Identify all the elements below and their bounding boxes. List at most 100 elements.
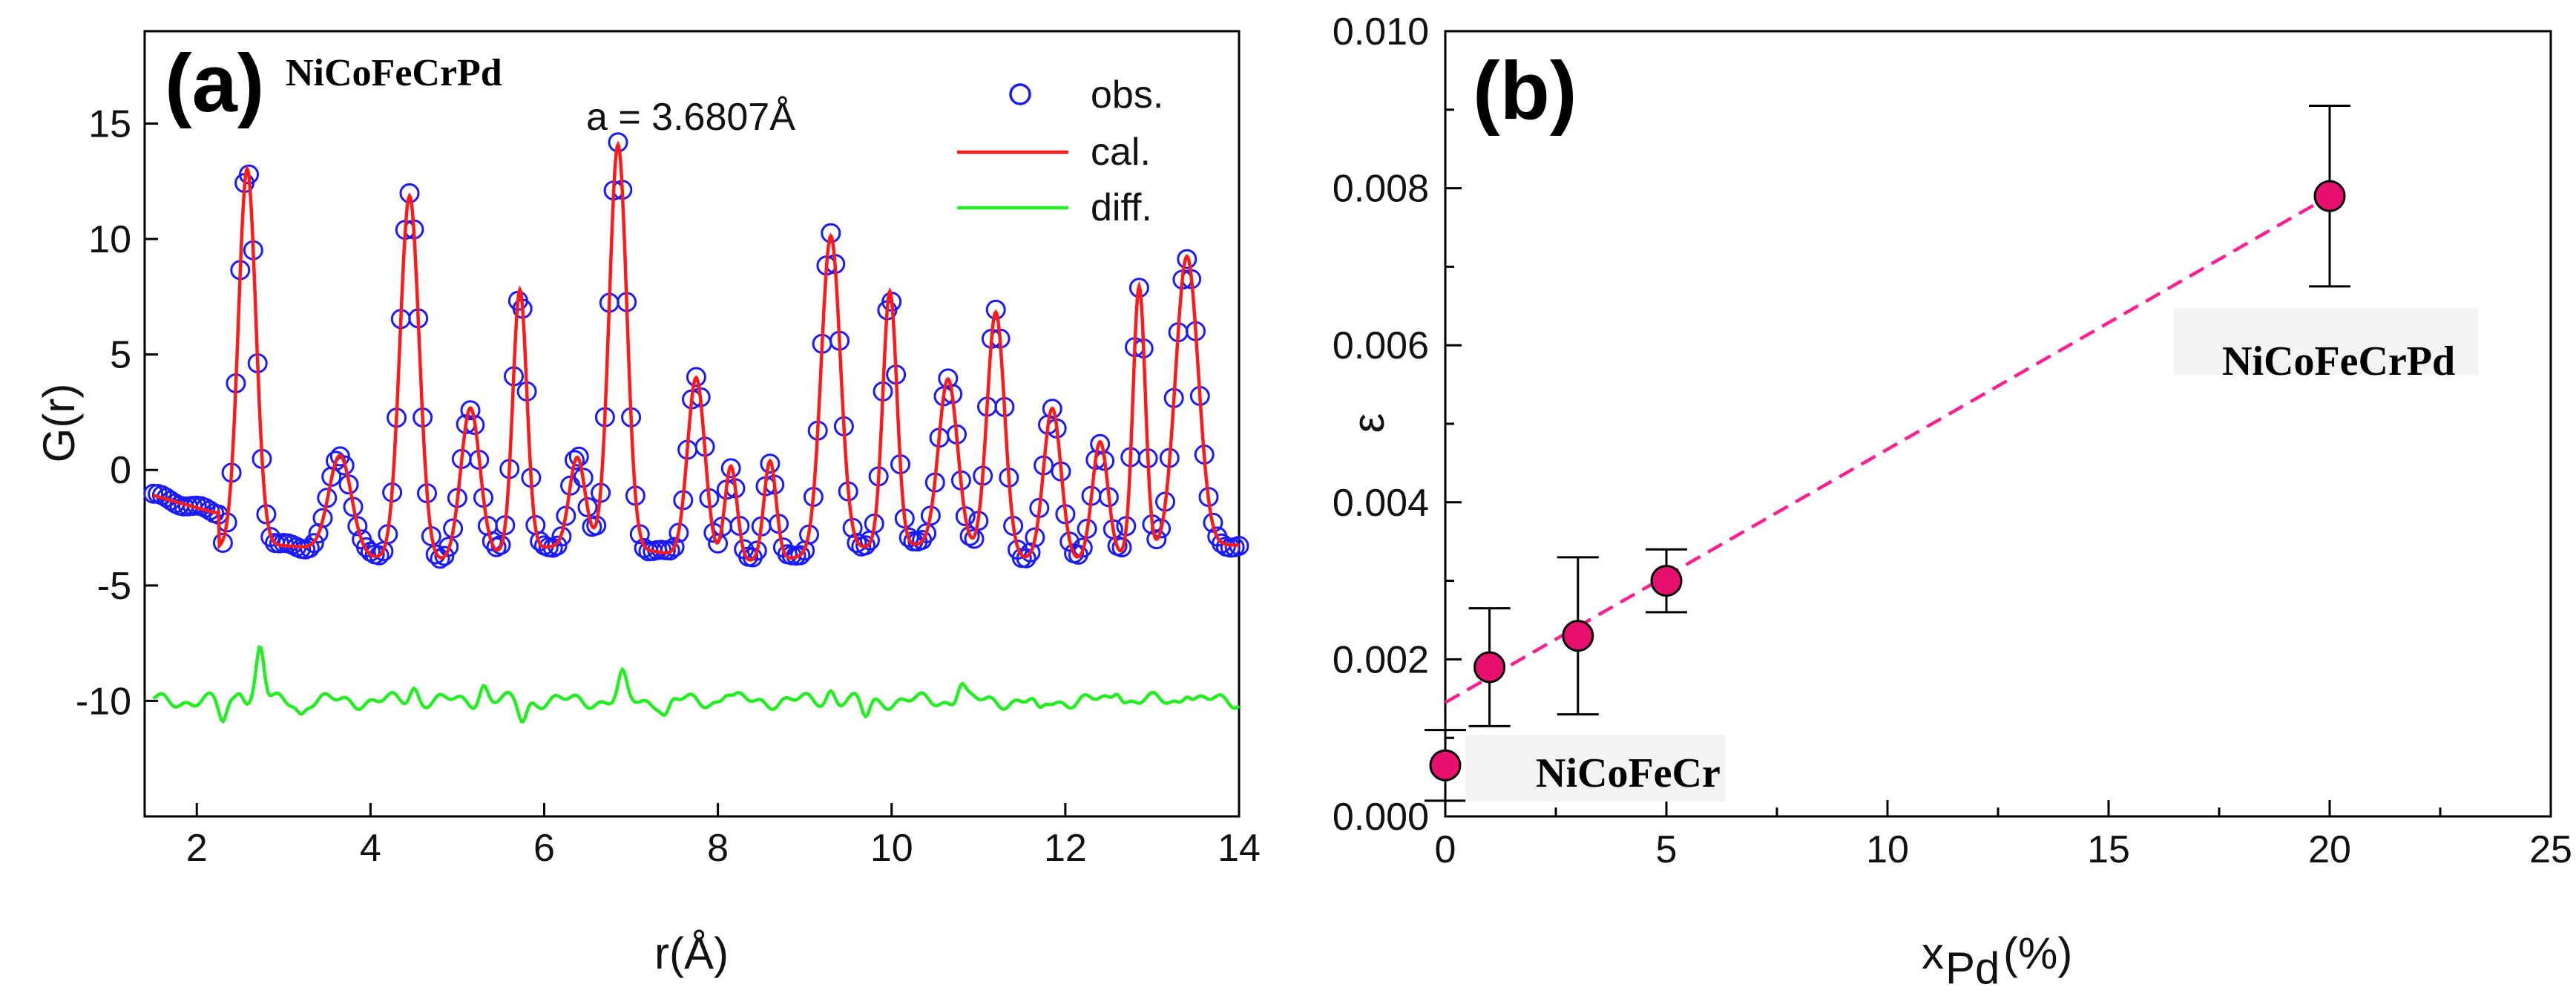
obs-point bbox=[1203, 512, 1223, 533]
panel-label-b: (b) bbox=[1473, 45, 1577, 137]
obs-point bbox=[686, 367, 706, 387]
y-tick-label-b: 0.006 bbox=[1333, 324, 1429, 367]
cal-curve bbox=[153, 140, 1240, 562]
y-tick-label-a: 0 bbox=[110, 449, 131, 492]
x-axis-title-a: r(Å) bbox=[654, 928, 729, 978]
obs-series bbox=[143, 132, 1249, 569]
obs-point bbox=[347, 516, 368, 537]
compound-label-a: NiCoFeCrPd bbox=[286, 52, 502, 94]
diff-series bbox=[152, 645, 1241, 724]
y-tick-label-a: 15 bbox=[88, 102, 131, 145]
obs-point bbox=[212, 532, 233, 553]
obs-point bbox=[460, 400, 481, 421]
obs-point bbox=[746, 540, 767, 561]
panel-b: 0.000 0.002 0.004 0.006 0.008 0.010 0 5 10 15 20 2… bbox=[1333, 10, 2572, 993]
obs-point bbox=[438, 537, 459, 557]
y-axis-title-a: G(r) bbox=[34, 384, 84, 463]
data-point bbox=[1473, 651, 1506, 684]
annotation-bg-cr bbox=[1465, 735, 1725, 802]
legend-cal-label: cal. bbox=[1091, 131, 1151, 174]
y-tick-label-b: 0.002 bbox=[1333, 638, 1429, 681]
obs-point bbox=[720, 458, 741, 479]
x-tick-label-a: 8 bbox=[707, 827, 729, 870]
y-tick-label-b: 0.004 bbox=[1333, 482, 1429, 525]
obs-point bbox=[959, 525, 980, 546]
obs-point bbox=[1042, 399, 1062, 419]
obs-point bbox=[664, 537, 685, 557]
y-tick-label-a: 10 bbox=[88, 218, 131, 261]
x-tick-label-a: 10 bbox=[870, 827, 913, 870]
obs-point bbox=[308, 523, 329, 544]
obs-point bbox=[855, 535, 876, 556]
annotation-nicofecr: NiCoFeCr bbox=[1536, 750, 1721, 796]
x-tick-label-b: 25 bbox=[2529, 828, 2572, 871]
plot-frame-a bbox=[143, 30, 1241, 818]
x-axis-title-b-main: x bbox=[1922, 928, 1944, 978]
data-point bbox=[1562, 620, 1594, 652]
y-tick-label-b: 0.010 bbox=[1333, 10, 1429, 53]
obs-point bbox=[760, 453, 781, 474]
x-tick-label-b: 0 bbox=[1435, 828, 1456, 871]
y-tick-label-b: 0.008 bbox=[1333, 168, 1429, 211]
obs-point bbox=[568, 446, 589, 467]
x-tick-label-a: 14 bbox=[1218, 827, 1261, 870]
obs-point bbox=[1072, 537, 1093, 558]
legend-diff-label: diff. bbox=[1091, 186, 1152, 229]
obs-point bbox=[1025, 527, 1045, 548]
x-axis-a: 2 4 6 8 10 12 14 bbox=[186, 803, 1261, 870]
x-tick-label-b: 20 bbox=[2308, 828, 2351, 871]
y-tick-label-a: -5 bbox=[97, 565, 131, 608]
obs-point bbox=[329, 446, 350, 467]
panel-label-a: (a) bbox=[165, 38, 264, 129]
x-tick-label-b: 15 bbox=[2087, 828, 2130, 871]
legend-obs-label: obs. bbox=[1091, 73, 1163, 117]
x-tick-label-a: 12 bbox=[1044, 827, 1087, 870]
diff-curve bbox=[152, 645, 1241, 724]
obs-point bbox=[1177, 249, 1197, 269]
obs-point bbox=[399, 183, 420, 203]
y-axis-b: 0.000 0.002 0.004 0.006 0.008 0.010 bbox=[1333, 10, 1462, 839]
data-point bbox=[1429, 749, 1462, 782]
lattice-annotation: a = 3.6807Å bbox=[586, 96, 795, 139]
obs-point bbox=[985, 299, 1006, 320]
x-tick-label-b: 10 bbox=[1866, 828, 1909, 871]
legend-obs-marker bbox=[1009, 83, 1031, 105]
plot-frame-b bbox=[1444, 30, 2552, 818]
y-axis-a: -10 -5 0 5 10 15 bbox=[76, 102, 158, 723]
y-tick-label-a: -10 bbox=[76, 680, 131, 723]
x-axis-title-b-unit: (%) bbox=[2003, 928, 2072, 978]
obs-point bbox=[303, 533, 324, 554]
obs-point bbox=[360, 541, 381, 562]
obs-point bbox=[1128, 278, 1149, 298]
x-tick-label-a: 4 bbox=[360, 827, 381, 870]
obs-point bbox=[312, 508, 333, 528]
cal-series bbox=[153, 140, 1240, 562]
obs-point bbox=[434, 545, 455, 566]
annotation-nicofecrpd: NiCoFeCrPd bbox=[2222, 338, 2455, 384]
obs-point bbox=[790, 545, 811, 566]
obs-point bbox=[847, 533, 867, 553]
x-axis-b: 0 5 10 15 20 25 bbox=[1435, 800, 2572, 871]
fit-line bbox=[1444, 194, 2331, 704]
legend: obs. cal. diff. bbox=[957, 73, 1163, 229]
y-axis-title-b: ε bbox=[1344, 413, 1393, 433]
data-point bbox=[2313, 180, 2346, 212]
annotation-bg-pd bbox=[2174, 308, 2478, 375]
fit-series bbox=[1444, 194, 2331, 704]
obs-point bbox=[821, 223, 841, 243]
x-tick-label-a: 6 bbox=[533, 827, 555, 870]
x-axis-title-b-sub: Pd bbox=[1945, 943, 2000, 993]
obs-point bbox=[1111, 537, 1132, 558]
obs-point bbox=[1146, 529, 1167, 550]
data-point bbox=[1650, 565, 1683, 597]
obs-point bbox=[660, 540, 680, 561]
y-tick-label-a: 5 bbox=[110, 334, 131, 377]
x-tick-label-a: 2 bbox=[186, 827, 208, 870]
obs-point bbox=[1016, 548, 1036, 569]
x-tick-label-b: 5 bbox=[1656, 828, 1678, 871]
data-series bbox=[1425, 105, 2350, 802]
y-tick-label-b: 0.000 bbox=[1333, 796, 1429, 839]
obs-point bbox=[964, 528, 985, 549]
obs-point bbox=[551, 526, 572, 547]
